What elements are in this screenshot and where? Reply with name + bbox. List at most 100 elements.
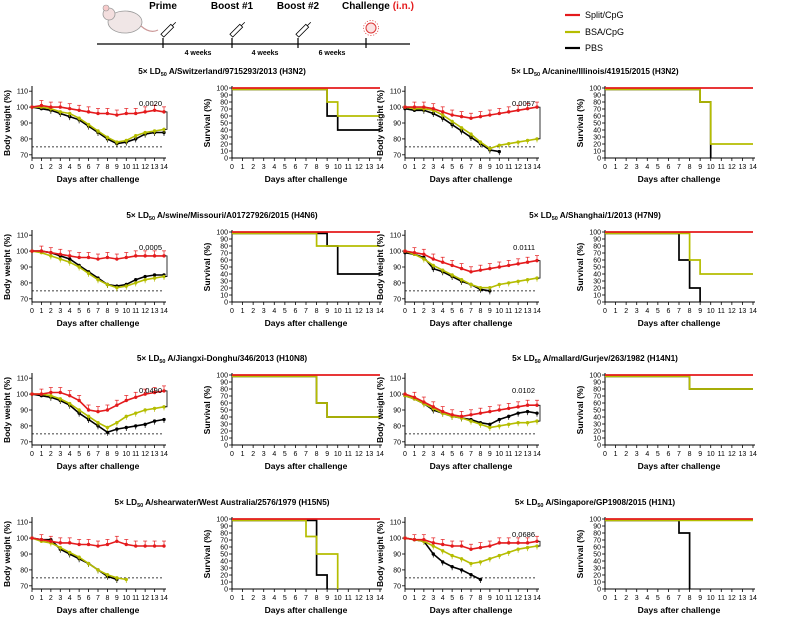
weight-x-tick-label: 6 — [460, 451, 464, 458]
survival-y-tick-label: 10 — [220, 293, 228, 300]
data-point — [535, 137, 539, 141]
data-point — [124, 255, 128, 260]
data-point — [412, 105, 417, 109]
data-point — [488, 544, 492, 548]
data-point — [96, 568, 100, 572]
weight-x-tick-label: 7 — [469, 308, 473, 315]
survival-x-tick-label: 1 — [614, 595, 618, 602]
data-point — [68, 254, 72, 258]
data-point — [162, 417, 166, 422]
survival-x-tick-label: 4 — [272, 595, 276, 602]
data-point — [152, 390, 157, 395]
weight-y-label: Body weight (%) — [375, 90, 385, 156]
data-point — [162, 110, 166, 114]
survival-y-label: Survival (%) — [575, 530, 585, 579]
survival-y-tick-label: 50 — [593, 408, 601, 415]
survival-x-tick-label: 1 — [614, 451, 618, 458]
survival-y-tick-label: 90 — [220, 93, 228, 100]
survival-y-tick-label: 100 — [589, 517, 601, 524]
data-point — [134, 411, 138, 415]
survival-x-tick-label: 11 — [345, 308, 352, 315]
data-point — [535, 105, 539, 109]
panel-title: 5× LD50 A/swine/Missouri/A01727926/2015 … — [126, 211, 318, 222]
data-point — [77, 542, 81, 547]
survival-y-tick-label: 10 — [220, 149, 228, 156]
weight-x-tick-label: 5 — [77, 595, 81, 602]
panel-7: 5× LD50 A/shearwater/West Australia/2576… — [2, 498, 384, 615]
data-point — [86, 414, 91, 419]
timeline-challenge-label: Challenge (i.n.) — [342, 1, 414, 12]
survival-x-tick-label: 5 — [283, 451, 287, 458]
data-point — [77, 255, 81, 260]
legend-label-bsa: BSA/CpG — [585, 27, 624, 37]
survival-x-tick-label: 14 — [749, 164, 757, 171]
data-point — [162, 544, 166, 548]
weight-x-tick-label: 10 — [495, 164, 503, 171]
weight-x-label: Days after challenge — [430, 174, 513, 184]
data-point — [488, 425, 492, 430]
weight-y-tick-label: 70 — [393, 583, 401, 590]
survival-y-label: Survival (%) — [575, 243, 585, 292]
survival-x-tick-label: 8 — [688, 451, 692, 458]
survival-x-tick-label: 9 — [325, 595, 329, 602]
data-point — [143, 422, 147, 427]
survival-y-tick-label: 0 — [597, 300, 601, 307]
survival-y-label: Survival (%) — [575, 386, 585, 435]
weight-y-tick-label: 110 — [390, 520, 401, 527]
weight-y-tick-label: 80 — [393, 280, 401, 287]
data-point — [497, 553, 501, 558]
survival-y-tick-label: 10 — [593, 149, 601, 156]
survival-y-tick-label: 40 — [593, 559, 601, 566]
weight-x-label: Days after challenge — [57, 605, 140, 615]
survival-x-tick-label: 5 — [283, 595, 287, 602]
survival-x-tick-label: 3 — [635, 308, 639, 315]
data-point — [86, 561, 91, 566]
data-point — [152, 544, 157, 548]
panel-6: 5× LD50 A/mallard/Gurjev/263/1982 (H14N1… — [375, 354, 757, 471]
survival-x-tick-label: 6 — [666, 595, 670, 602]
survival-curve-bsacpg — [605, 88, 753, 145]
survival-x-tick-label: 9 — [698, 451, 702, 458]
survival-y-tick-label: 90 — [593, 380, 601, 387]
weight-y-tick-label: 90 — [393, 121, 401, 128]
data-point — [105, 542, 110, 547]
survival-x-tick-label: 10 — [707, 451, 715, 458]
data-point — [516, 108, 520, 112]
survival-x-tick-label: 8 — [688, 308, 692, 315]
data-point — [525, 541, 530, 545]
survival-x-tick-label: 9 — [698, 164, 702, 171]
survival-x-tick-label: 3 — [262, 308, 266, 315]
weight-x-label: Days after challenge — [430, 605, 513, 615]
survival-x-tick-label: 3 — [262, 595, 266, 602]
weight-y-tick-label: 90 — [393, 408, 401, 415]
weight-x-tick-label: 10 — [495, 451, 503, 458]
survival-x-tick-label: 9 — [325, 308, 329, 315]
data-point — [535, 403, 539, 407]
data-point — [478, 422, 483, 427]
survival-x-label: Days after challenge — [638, 174, 721, 184]
weight-x-tick-label: 11 — [132, 308, 139, 315]
data-point — [58, 545, 62, 550]
pvalue-bracket — [165, 255, 168, 277]
survival-x-tick-label: 6 — [666, 451, 670, 458]
weight-x-label: Days after challenge — [430, 318, 513, 328]
data-point — [469, 547, 473, 551]
survival-x-tick-label: 2 — [251, 595, 255, 602]
weight-x-tick-label: 2 — [49, 308, 53, 315]
data-point — [115, 113, 119, 117]
panel-title: 5× LD50 A/canine/Illinois/41915/2015 (H3… — [511, 67, 678, 78]
weight-y-tick-label: 70 — [393, 152, 401, 159]
weight-x-tick-label: 2 — [422, 164, 426, 171]
survival-x-tick-label: 0 — [230, 451, 234, 458]
data-point — [162, 405, 166, 409]
weight-y-tick-label: 70 — [20, 296, 28, 303]
survival-x-tick-label: 1 — [241, 595, 245, 602]
survival-x-tick-label: 11 — [718, 451, 725, 458]
panel-title: 5× LD50 A/Jiangxi-Donghu/346/2013 (H10N8… — [137, 354, 308, 365]
survival-x-tick-label: 7 — [677, 595, 681, 602]
survival-curve-pbs — [605, 375, 753, 390]
pvalue-label: 0.0686 — [512, 530, 535, 539]
weight-x-tick-label: 8 — [105, 164, 109, 171]
survival-curve-bsacpg — [605, 375, 753, 390]
